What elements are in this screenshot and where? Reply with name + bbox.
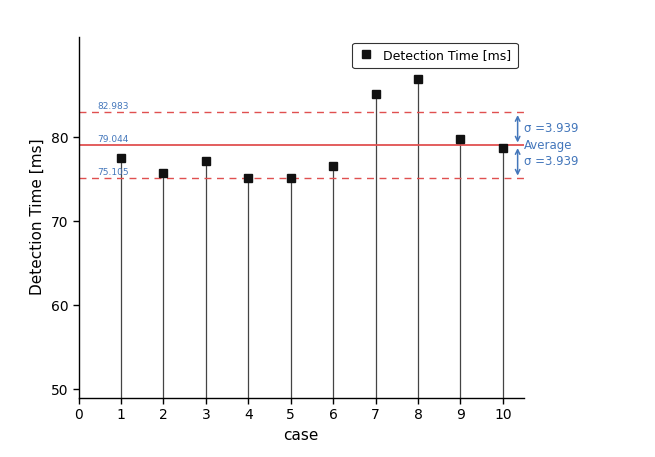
Detection Time [ms]	[244, 175, 252, 181]
Detection Time [ms]	[160, 170, 168, 175]
Detection Time [ms]	[414, 76, 422, 81]
Text: 79.044: 79.044	[98, 135, 129, 144]
Text: σ =3.939: σ =3.939	[524, 122, 578, 135]
Text: Average: Average	[524, 139, 572, 152]
Text: 75.105: 75.105	[98, 168, 129, 177]
Text: 82.983: 82.983	[98, 102, 129, 111]
Detection Time [ms]	[117, 155, 125, 161]
Detection Time [ms]	[202, 158, 210, 164]
Detection Time [ms]	[457, 136, 464, 142]
Detection Time [ms]	[329, 163, 337, 169]
Text: σ =3.939: σ =3.939	[524, 155, 578, 168]
Y-axis label: Detection Time [ms]: Detection Time [ms]	[30, 139, 45, 295]
Legend: Detection Time [ms]: Detection Time [ms]	[352, 43, 517, 68]
Detection Time [ms]	[499, 145, 507, 151]
Detection Time [ms]	[371, 91, 379, 96]
Line: Detection Time [ms]: Detection Time [ms]	[117, 74, 507, 183]
X-axis label: case: case	[284, 428, 319, 442]
Detection Time [ms]	[287, 175, 295, 181]
